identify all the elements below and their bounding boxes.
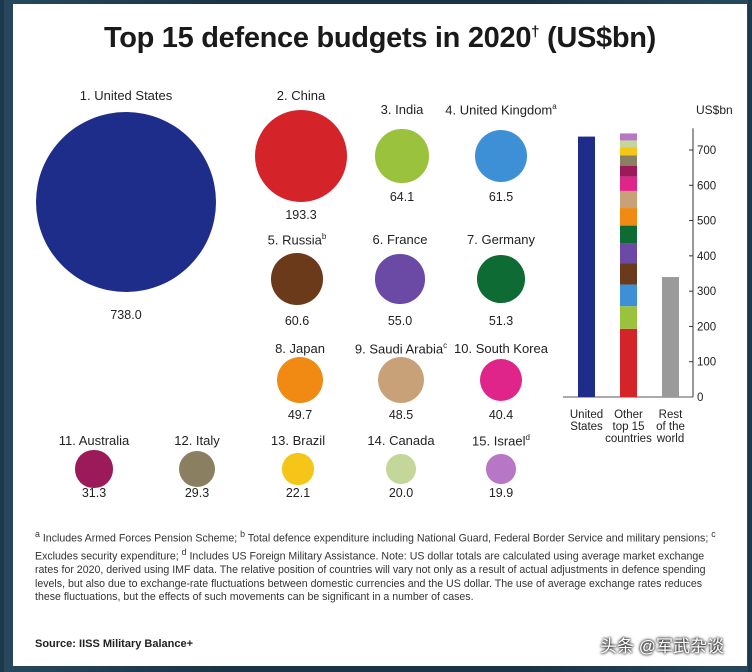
bar-rest-of-world (662, 277, 679, 397)
bubble-brazil (282, 453, 314, 485)
x-category-label: States (570, 421, 603, 433)
source-note: Source: IISS Military Balance+ (35, 638, 194, 650)
country-label: 5. Russiab (267, 232, 327, 248)
country-label: 6. France (372, 232, 428, 247)
bubble-united-states (36, 112, 216, 292)
country-value: 48.5 (388, 408, 414, 422)
y-tick-label: 0 (697, 392, 703, 404)
bubble-italy (179, 451, 215, 487)
bubble-india (375, 129, 429, 183)
x-category-label: United (570, 409, 603, 421)
bubble-china (254, 109, 348, 203)
country-label: 11. Australia (58, 433, 130, 448)
bar-segment-japan (620, 208, 637, 226)
country-value: 61.5 (488, 190, 514, 204)
country-label: 4. United Kingdoma (445, 102, 557, 118)
bubble-australia (75, 450, 113, 488)
country-value: 19.9 (488, 486, 514, 500)
bar-segment-australia (620, 165, 637, 177)
bar-segment-united-kingdom (620, 284, 637, 307)
country-label: 14. Canada (367, 433, 435, 448)
country-label: 3. India (380, 102, 424, 117)
bar-segment-brazil (620, 147, 637, 156)
country-label: 12. Italy (174, 433, 220, 448)
y-axis-label: US$bn (696, 103, 733, 117)
country-value: 22.1 (285, 486, 311, 500)
bar-united-states (578, 136, 595, 397)
country-label: 9. Saudi Arabiac (354, 341, 448, 357)
country-label: 13. Brazil (270, 433, 326, 448)
country-value: 193.3 (285, 208, 317, 222)
watermark: 头条 @军武杂谈 (600, 637, 724, 656)
country-value: 55.0 (387, 314, 413, 328)
bar-segment-france (620, 243, 637, 264)
bubble-united-kingdom (475, 130, 527, 182)
country-value: 49.7 (287, 408, 313, 422)
footnote: a Includes Armed Forces Pension Scheme; … (35, 529, 716, 604)
country-label: 8. Japan (275, 341, 325, 356)
country-label: 1. United States (79, 88, 173, 103)
bar-segment-south-korea (620, 176, 637, 191)
bar-segment-italy (620, 155, 637, 166)
country-value: 29.3 (184, 486, 210, 500)
y-tick-label: 200 (697, 321, 716, 333)
bubble-saudi-arabia (377, 356, 425, 404)
bubble-israel (486, 454, 516, 484)
country-label: 7. Germany (467, 232, 535, 247)
country-label: 2. China (276, 88, 326, 103)
x-category-label: world (656, 433, 684, 445)
bar-segment-india (620, 306, 637, 329)
x-category-label: Other (614, 409, 643, 421)
country-value: 31.3 (81, 486, 107, 500)
bar-segment-israel (620, 133, 637, 141)
country-value: 738.0 (110, 308, 142, 322)
y-tick-label: 300 (697, 286, 716, 298)
bar-segment-saudi-arabia (620, 190, 637, 209)
bubble-germany (477, 255, 525, 303)
y-tick-label: 600 (697, 180, 716, 192)
country-label: 10. South Korea (454, 341, 548, 356)
country-label: 15. Israeld (472, 433, 530, 449)
chart-card: Top 15 defence budgets in 2020† (US$bn) … (13, 4, 747, 666)
bubble-canada (386, 454, 416, 484)
bar-segment-germany (620, 225, 637, 244)
country-value: 60.6 (284, 314, 310, 328)
country-value: 40.4 (488, 408, 514, 422)
bubble-france (375, 254, 425, 304)
country-value: 20.0 (388, 486, 414, 500)
country-value: 64.1 (389, 190, 415, 204)
y-tick-label: 500 (697, 216, 716, 228)
bar-segment-canada (620, 140, 637, 148)
x-category-label: top 15 (613, 421, 645, 433)
x-category-label: of the (656, 421, 685, 433)
bubble-south-korea (479, 358, 523, 402)
x-category-label: Rest (659, 409, 683, 421)
y-tick-label: 700 (697, 145, 716, 157)
bubble-russia (271, 253, 323, 305)
chart-title: Top 15 defence budgets in 2020† (US$bn) (103, 22, 657, 54)
image-frame: Top 15 defence budgets in 2020† (US$bn) … (4, 0, 748, 672)
bubble-japan (276, 356, 324, 404)
y-tick-label: 100 (697, 357, 716, 369)
bar-segment-china (620, 328, 637, 397)
bar-segment-russia (620, 263, 637, 285)
y-tick-label: 400 (697, 251, 716, 263)
country-value: 51.3 (488, 314, 514, 328)
x-category-label: countries (605, 433, 652, 445)
